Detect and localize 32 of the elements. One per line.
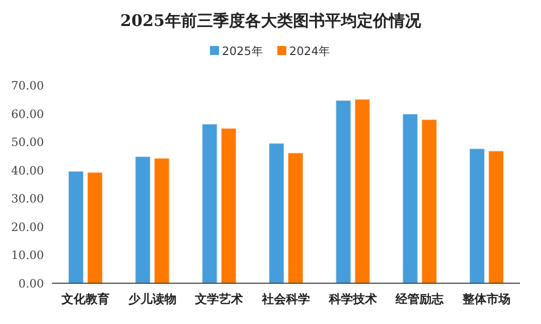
- bar: [354, 98, 370, 284]
- y-tick-label: 40.00: [11, 163, 44, 178]
- legend-label: 2025年: [222, 44, 264, 58]
- y-tick-label: 20.00: [11, 220, 44, 234]
- bar: [488, 150, 504, 284]
- x-tick-label: 经管励志: [394, 292, 445, 306]
- bar: [154, 158, 170, 284]
- bar: [469, 148, 486, 284]
- x-tick-label: 社会科学: [261, 292, 310, 306]
- bar: [288, 152, 304, 284]
- x-tick-label: 科学技术: [328, 292, 377, 306]
- x-tick-label: 整体市场: [462, 292, 511, 306]
- y-tick-label: 60.00: [11, 106, 44, 121]
- bar: [335, 100, 352, 284]
- y-tick-label: 0.00: [18, 276, 44, 290]
- bar: [220, 128, 237, 284]
- bar: [86, 172, 103, 284]
- y-tick-label: 50.00: [11, 135, 44, 150]
- bar: [68, 170, 84, 284]
- chart-title: 2025年前三季度各大类图书平均定价情况: [120, 11, 422, 30]
- legend-label: 2024年: [289, 44, 331, 58]
- x-tick-label: 少儿读物: [127, 292, 176, 306]
- y-tick-label: 10.00: [11, 248, 44, 262]
- bar: [268, 142, 284, 284]
- y-tick-label: 30.00: [11, 192, 44, 206]
- y-tick-label: 70.00: [11, 78, 44, 93]
- x-tick-label: 文化教育: [60, 292, 110, 306]
- bar: [402, 113, 418, 284]
- bar: [421, 119, 438, 284]
- bar: [134, 156, 151, 284]
- x-tick-label: 文学艺术: [194, 292, 244, 306]
- bar: [202, 124, 218, 284]
